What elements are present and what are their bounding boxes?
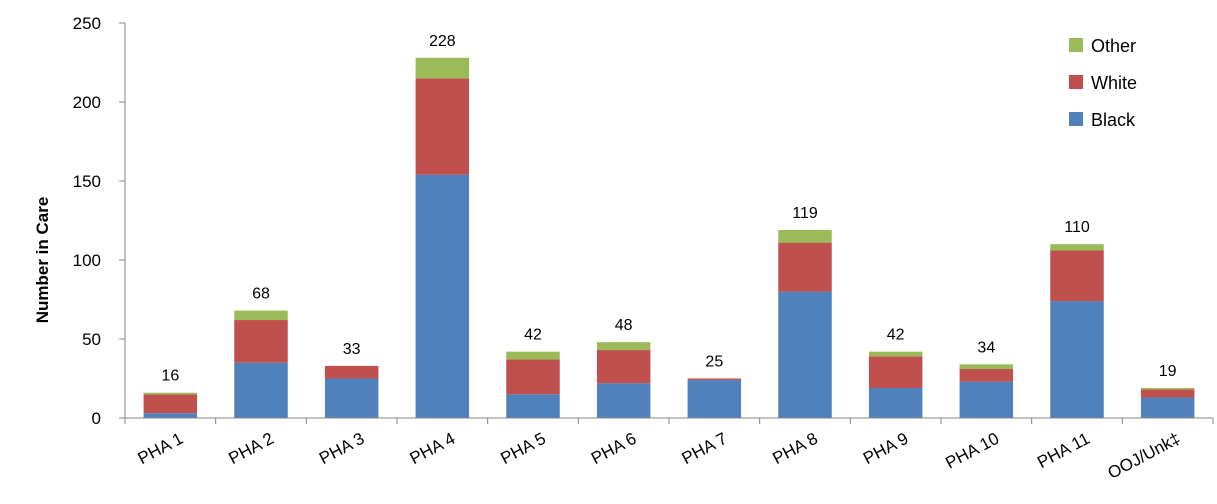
bar-segment-other <box>143 392 198 395</box>
legend-label-white: White <box>1091 73 1137 93</box>
total-label: 119 <box>792 205 818 222</box>
total-label: 34 <box>977 339 995 356</box>
x-tick-label: PHA 1 <box>135 429 186 468</box>
bar-segment-black <box>324 378 379 418</box>
bar-segment-other <box>868 351 923 357</box>
bar-segment-other <box>596 342 651 351</box>
bar-segment-black <box>959 381 1014 418</box>
y-tick-label: 0 <box>92 409 101 428</box>
bar-segment-other <box>1140 387 1195 390</box>
total-label: 33 <box>343 341 361 358</box>
legend-swatch-black <box>1069 112 1083 126</box>
bar-segment-white <box>324 365 379 379</box>
bar-segment-white <box>143 394 198 414</box>
bar-segment-other <box>959 364 1014 370</box>
bar-segment-black <box>687 380 742 418</box>
y-axis-title: Number in Care <box>33 197 52 324</box>
bar-segment-white <box>1050 250 1104 302</box>
x-tick-label: OOJ/Unk‡ <box>1105 429 1184 483</box>
total-label: 110 <box>1064 219 1090 236</box>
x-tick-label: PHA 4 <box>407 429 458 468</box>
y-axis: 0 50 100 150 200 250 <box>73 14 126 428</box>
total-label: 68 <box>252 286 270 303</box>
y-tick-label: 100 <box>73 251 101 270</box>
x-tick-label: PHA 7 <box>679 429 730 468</box>
x-tick-label: PHA 10 <box>942 429 1002 473</box>
x-tick-label: PHA 9 <box>860 429 911 468</box>
bar-segment-white <box>959 369 1014 382</box>
y-tick-label: 200 <box>73 93 101 112</box>
bar-segment-black <box>234 362 288 418</box>
x-axis: PHA 1 PHA 2 PHA 3 PHA 4 PHA 5 PHA 6 PHA 7 PHA 8… <box>124 417 1214 483</box>
x-tick-label: PHA 6 <box>588 429 639 468</box>
bars <box>143 57 1195 418</box>
bar-segment-white <box>778 242 832 292</box>
x-tick-label: PHA 2 <box>225 429 276 468</box>
total-labels: 16 68 33 228 42 48 25 119 42 34 110 19 <box>161 33 1176 385</box>
bar-segment-other <box>415 57 470 79</box>
bar-segment-black <box>868 387 923 418</box>
total-label: 228 <box>429 33 456 50</box>
bar-segment-other <box>506 351 560 360</box>
x-tick-label: PHA 5 <box>497 429 548 468</box>
total-label: 48 <box>615 317 633 334</box>
bar-segment-white <box>868 356 923 388</box>
bar-segment-black <box>596 383 651 418</box>
bar-segment-black <box>1050 301 1104 418</box>
bar-segment-black <box>415 174 470 418</box>
legend-swatch-other <box>1069 38 1083 52</box>
bar-segment-black <box>1140 397 1195 418</box>
bar-segment-other <box>234 310 288 321</box>
bar-segment-black <box>778 291 832 418</box>
bar-segment-other <box>778 229 832 243</box>
bar-segment-white <box>234 320 288 363</box>
legend-label-other: Other <box>1091 36 1136 56</box>
bar-segment-other <box>1050 244 1104 251</box>
bar-segment-white <box>596 350 651 384</box>
bar-segment-white <box>687 378 742 381</box>
total-label: 19 <box>1159 363 1177 380</box>
bar-segment-black <box>143 413 198 418</box>
bar-segment-white <box>1140 389 1195 398</box>
bar-segment-white <box>506 359 560 395</box>
legend: Other White Black <box>1069 36 1137 130</box>
total-label: 42 <box>524 327 542 344</box>
total-label: 25 <box>705 354 723 371</box>
bar-segment-white <box>415 78 470 175</box>
bar-segment-black <box>506 394 560 418</box>
y-tick-label: 50 <box>82 330 101 349</box>
legend-swatch-white <box>1069 75 1083 89</box>
total-label: 42 <box>887 327 905 344</box>
x-tick-label: PHA 3 <box>316 429 367 468</box>
legend-label-black: Black <box>1091 110 1136 130</box>
total-label: 16 <box>161 368 179 385</box>
x-tick-label: PHA 8 <box>769 429 820 468</box>
y-tick-label: 250 <box>73 14 101 33</box>
y-tick-label: 150 <box>73 172 101 191</box>
x-tick-label: PHA 11 <box>1034 429 1093 472</box>
